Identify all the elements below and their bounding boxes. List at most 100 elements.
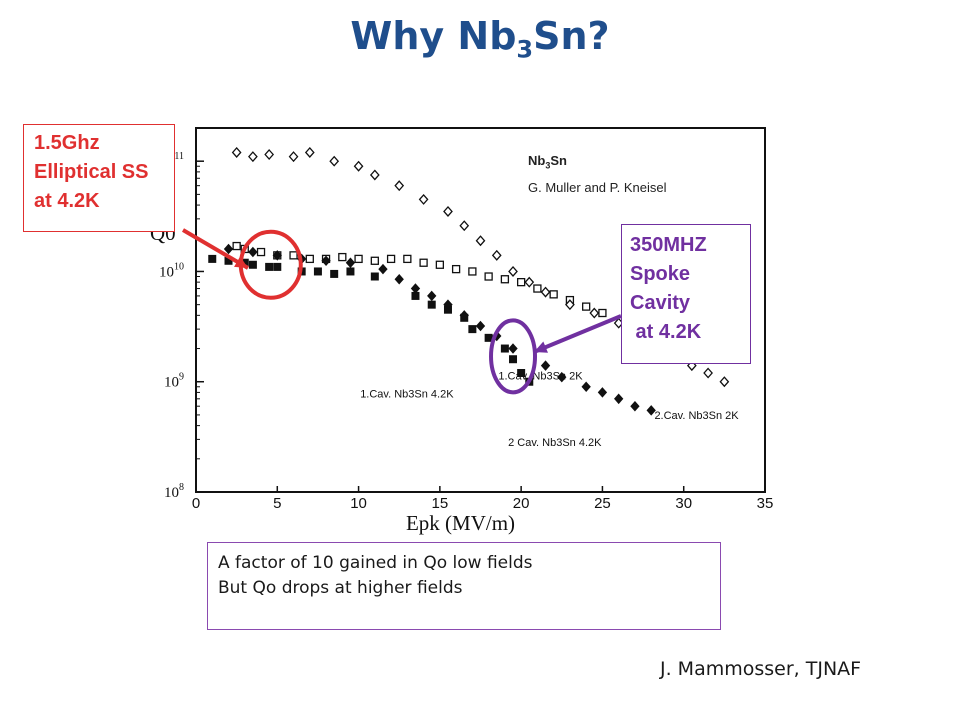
data-point [288,151,299,163]
data-point [265,262,274,271]
data-point [273,262,282,271]
data-point [386,254,396,264]
data-point [475,235,486,247]
x-tick-label: 30 [675,495,692,512]
data-point [703,367,713,379]
data-point [533,284,542,293]
callout-line: 350MHZ [630,234,707,256]
data-point [304,146,315,158]
data-point [305,254,314,264]
summary-box: A factor of 10 gained in Qo low fields B… [207,542,721,630]
data-point [582,302,591,311]
data-point [427,300,436,309]
data-point [232,241,241,251]
callout-spoke-cavity: 350MHZ Spoke Cavity at 4.2K [621,224,751,364]
data-point [516,277,526,287]
callout-line: at 4.2K [34,190,100,212]
data-point [719,376,730,388]
data-point [321,255,331,267]
data-point [443,205,453,217]
data-point [646,405,656,416]
data-point [272,250,282,261]
data-point [435,260,445,269]
data-point [313,267,322,276]
data-point [508,343,518,354]
data-point [630,400,640,412]
data-point [223,243,234,255]
x-tick-label: 25 [594,495,611,512]
callout-elliptical-cavity: 1.5Ghz Elliptical SS at 4.2K [23,124,175,232]
data-point [394,180,405,192]
author-credit: J. Mammosser, TJNAF [660,658,862,680]
data-point [354,254,363,264]
data-point [508,265,518,277]
callout-line: at 4.2K [630,321,702,343]
data-point [248,246,258,258]
data-point [394,273,404,285]
data-point [403,254,412,264]
x-tick-label: 15 [432,495,449,512]
callout-line: Elliptical SS [34,161,149,183]
data-point [289,251,298,260]
data-point [370,256,379,265]
data-point [557,371,567,383]
callout-arrow-right-head [534,341,548,353]
slide-title: Why Nb3Sn? [350,14,610,64]
series-annotation: 1.Cav. Nb3Sn 2K [498,370,583,382]
data-point [419,258,428,267]
data-point [589,307,600,319]
data-point [540,360,551,371]
data-point [565,299,575,311]
callout-line: 1.5Ghz [34,132,100,154]
x-axis-label: Epk (MV/m) [406,511,515,535]
data-point [540,286,551,298]
x-tick-label: 10 [350,495,367,512]
data-point [500,275,510,284]
data-point [549,290,558,299]
source-authors: G. Muller and P. Kneisel [528,179,667,195]
data-point [329,155,340,167]
data-point [459,310,469,321]
data-point [345,257,356,268]
data-point [484,333,493,342]
callout-arrow-right [533,314,622,354]
data-point [418,193,429,205]
data-point [338,252,347,262]
data-point [597,387,608,398]
data-point [524,276,535,288]
series-annotation: 1.Cav. Nb3Sn 4.2K [360,388,454,400]
data-point [330,269,339,278]
data-point [598,308,607,318]
callout-arrow-left-head [234,256,248,268]
y-tick-label: 109 [164,372,184,391]
data-point [459,220,470,232]
data-point [369,169,380,181]
data-point [614,393,624,405]
x-tick-label: 5 [273,495,281,512]
callout-line: Cavity [630,292,691,314]
data-point [451,264,461,274]
data-point [410,283,421,294]
summary-line-1: A factor of 10 gained in Qo low fields [218,553,533,573]
data-point [491,249,502,261]
source-material: Nb3Sn [528,153,567,171]
data-point [468,325,477,334]
summary-line-2: But Qo drops at higher fields [218,578,463,598]
series-annotation: 2.Cav. Nb3Sn 2K [654,410,739,422]
plot-frame [195,127,766,493]
data-point [484,272,493,281]
series-annotation: 2 Cav. Nb3Sn 4.2K [508,437,602,449]
data-point [500,344,509,353]
data-point [256,247,266,257]
data-point [443,299,453,310]
callout-line: Spoke [630,263,691,285]
data-point [264,149,275,160]
y-tick-label: 1010 [159,261,184,280]
data-point [581,381,591,393]
data-point [468,267,477,276]
data-point [509,355,518,364]
data-point [378,263,388,275]
data-point [346,267,355,276]
data-point [475,320,486,332]
